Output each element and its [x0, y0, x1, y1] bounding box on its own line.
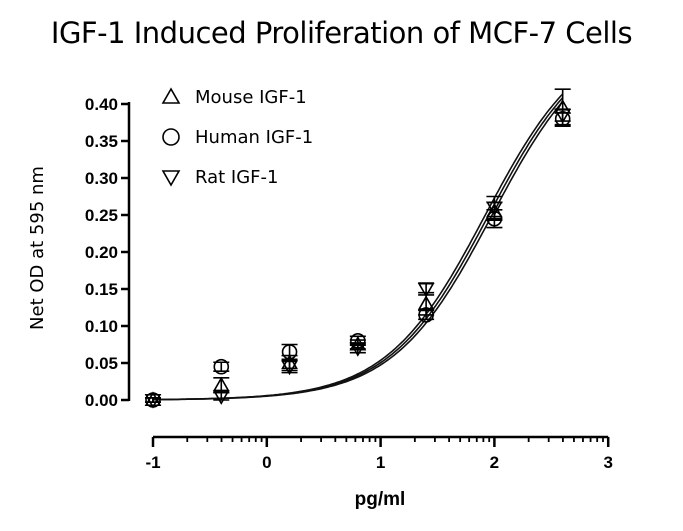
y-axis-label: Net OD at 595 nm: [27, 166, 48, 330]
data-point-rat: [144, 393, 162, 409]
data-point-rat: [281, 360, 298, 376]
data-point-human: [281, 344, 298, 360]
data-point-human: [213, 358, 230, 375]
y-tick-label: 0.15: [85, 280, 118, 299]
data-point-rat: [486, 201, 503, 217]
y-tick-label: 0.05: [85, 354, 118, 373]
y-tick-label: 0.40: [85, 95, 118, 114]
data-point-rat: [349, 342, 367, 357]
x-axis-label: pg/ml: [355, 489, 406, 510]
data-point-human: [418, 307, 434, 323]
y-tick-label: 0.25: [85, 206, 118, 225]
data-point-rat: [417, 282, 435, 298]
legend-marker-human: [162, 128, 180, 146]
x-tick-label: 2: [490, 453, 499, 472]
x-tick-label: 3: [603, 453, 612, 472]
data-point-rat: [554, 109, 572, 124]
y-tick-label: 0.20: [85, 243, 118, 262]
y-tick-label: 0.35: [85, 132, 118, 151]
x-tick-label: 0: [262, 453, 271, 472]
legend-marker-mouse: [161, 87, 181, 104]
data-point-rat: [212, 390, 230, 405]
y-tick-label: 0.00: [85, 391, 118, 410]
error-bar-rat: [349, 342, 366, 354]
data-point-mouse: [417, 295, 435, 310]
data-point-mouse: [144, 391, 162, 407]
legend-label: Human IGF-1: [195, 127, 313, 148]
y-tick-label: 0.10: [85, 317, 118, 336]
legend-label: Rat IGF-1: [195, 167, 278, 188]
x-tick-label: 1: [376, 453, 385, 472]
y-tick-label: 0.30: [85, 169, 118, 188]
chart-title: IGF-1 Induced Proliferation of MCF-7 Cel…: [50, 16, 633, 50]
legend-marker-rat: [161, 170, 181, 187]
legend-label: Mouse IGF-1: [195, 87, 307, 108]
x-tick-label: -1: [145, 453, 160, 472]
